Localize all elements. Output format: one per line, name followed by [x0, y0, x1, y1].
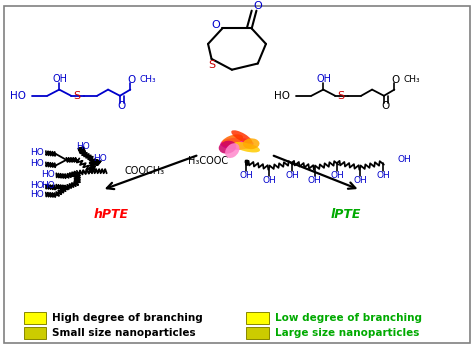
Text: HO: HO — [41, 181, 55, 190]
Text: CH₃: CH₃ — [140, 75, 156, 84]
Text: HO: HO — [76, 142, 90, 151]
Text: HO: HO — [274, 91, 290, 101]
Text: Large size nanoparticles: Large size nanoparticles — [275, 328, 419, 338]
Text: OH: OH — [53, 74, 68, 84]
Bar — [246, 327, 269, 339]
Text: HO: HO — [30, 159, 44, 168]
Text: COOCH₃: COOCH₃ — [124, 166, 164, 176]
Text: HO: HO — [30, 190, 44, 199]
Text: HO: HO — [30, 148, 44, 157]
Text: hPTE: hPTE — [94, 208, 129, 220]
Ellipse shape — [231, 130, 252, 144]
Text: CH₃: CH₃ — [404, 75, 420, 84]
Ellipse shape — [219, 141, 237, 154]
Text: OH: OH — [308, 176, 322, 185]
Text: HO: HO — [93, 154, 108, 163]
Text: Small size nanoparticles: Small size nanoparticles — [52, 328, 196, 338]
Text: S: S — [208, 60, 215, 70]
Text: OH: OH — [330, 171, 345, 180]
Text: O: O — [128, 75, 136, 85]
Text: HO: HO — [10, 91, 26, 101]
Bar — [246, 312, 269, 324]
Text: OH: OH — [262, 176, 276, 185]
Text: Low degree of branching: Low degree of branching — [275, 313, 422, 323]
Ellipse shape — [221, 134, 243, 146]
Bar — [24, 327, 46, 339]
Ellipse shape — [220, 138, 254, 150]
Bar — [24, 312, 46, 324]
Text: O: O — [212, 20, 220, 30]
Text: OH: OH — [376, 171, 390, 180]
Text: O: O — [381, 101, 390, 111]
Text: High degree of branching: High degree of branching — [52, 313, 203, 323]
Ellipse shape — [225, 143, 239, 158]
Ellipse shape — [233, 142, 260, 153]
Text: HO: HO — [41, 170, 55, 179]
Ellipse shape — [243, 138, 259, 149]
Text: H₃COOC: H₃COOC — [188, 156, 228, 166]
Text: OH: OH — [285, 171, 299, 180]
Text: O: O — [254, 0, 262, 10]
Text: O: O — [392, 75, 400, 85]
Text: O: O — [117, 101, 126, 111]
Text: HO: HO — [30, 181, 44, 190]
Text: OH: OH — [239, 171, 254, 180]
Text: S: S — [337, 91, 345, 101]
Text: S: S — [73, 91, 81, 101]
Text: OH: OH — [317, 74, 332, 84]
Text: OH: OH — [397, 155, 411, 164]
Text: lPTE: lPTE — [331, 208, 361, 220]
Text: OH: OH — [353, 176, 367, 185]
